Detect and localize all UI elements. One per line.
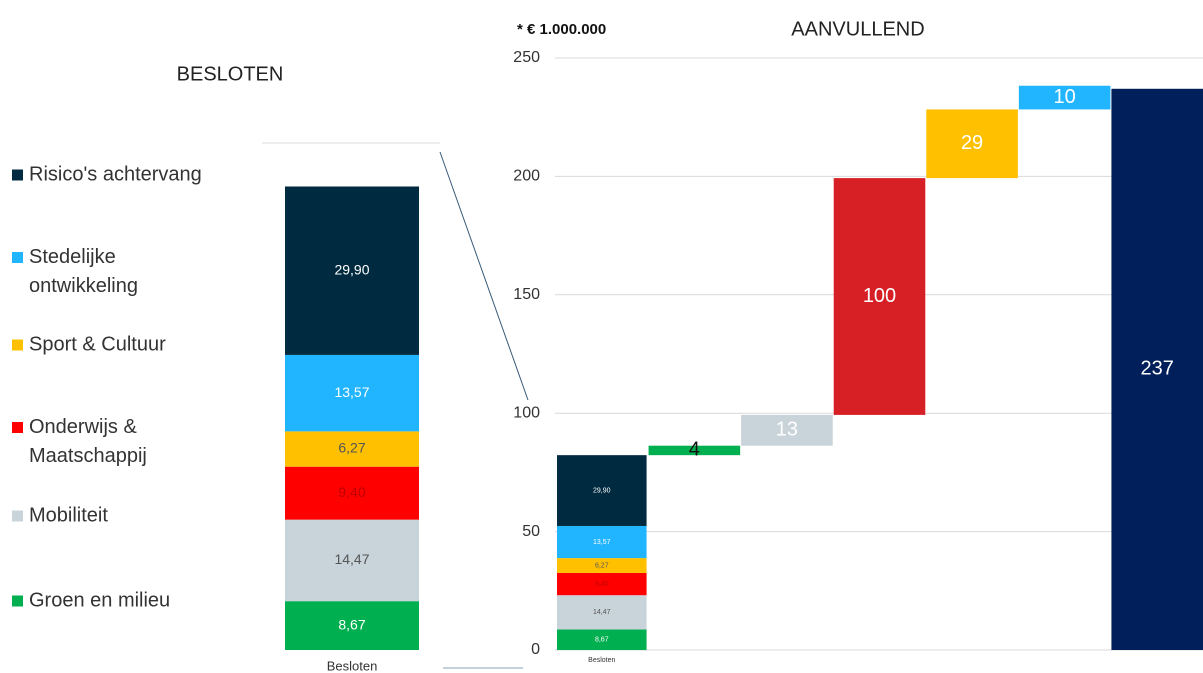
value-label: 9,40: [595, 581, 609, 588]
bar-segment: [285, 186, 419, 355]
legend-item: Risico's achtervang: [12, 161, 227, 190]
value-label: 4: [689, 439, 700, 461]
legend-swatch: [12, 339, 23, 351]
value-label: 8,67: [595, 637, 609, 644]
legend-label: Groen en milieu: [29, 589, 171, 612]
value-label: 13,57: [593, 539, 611, 546]
value-label: 10: [1054, 86, 1076, 108]
legend-item: Groen en milieu: [12, 587, 227, 616]
legend-swatch: [12, 169, 23, 181]
value-label: 13,57: [334, 384, 369, 400]
value-label: 9,40: [338, 484, 365, 500]
legend-item: Sport & Cultuur: [12, 331, 227, 360]
legend-swatch: [12, 595, 23, 607]
y-tick-label: 150: [513, 286, 540, 303]
x-tick-label: Besloten: [588, 657, 615, 664]
bar-segment: [557, 629, 647, 650]
unit-note: * € 1.000.000: [517, 21, 606, 38]
value-label: 14,47: [593, 609, 611, 616]
y-tick-label: 100: [513, 404, 540, 421]
value-label: 8,67: [338, 616, 365, 632]
connector: [439, 151, 529, 401]
waterfall-bar: [833, 178, 926, 415]
legend-label: Stedelijke ontwikkeling: [29, 246, 138, 297]
legend-swatch: [12, 510, 23, 522]
bar-segment: [557, 595, 647, 630]
value-label: 100: [863, 285, 896, 307]
waterfall-bar: [741, 414, 833, 446]
legend-label: Risico's achtervang: [29, 163, 202, 186]
value-label: 13: [776, 419, 798, 441]
waterfall-bar: [926, 109, 1018, 179]
legend-swatch: [12, 252, 23, 263]
legend-swatch: [12, 422, 23, 433]
bar-segment: [557, 525, 647, 559]
total-bar: [1111, 88, 1203, 650]
y-tick-label: 0: [531, 641, 540, 658]
legend-item: Stedelijke ontwikkeling: [12, 243, 227, 301]
bar-segment: [557, 558, 647, 573]
value-label: 237: [1141, 358, 1174, 380]
x-tick-label: Besloten: [327, 658, 378, 673]
value-label: 14,47: [334, 551, 369, 567]
bar-segment: [285, 354, 419, 432]
legend-label: Onderwijs & Maatschappij: [29, 416, 147, 467]
bar-segment: [285, 466, 419, 520]
value-label: 6,27: [595, 562, 609, 569]
bar-segment: [285, 431, 419, 467]
legend-label: Sport & Cultuur: [29, 333, 166, 356]
bar-segment: [557, 572, 647, 596]
value-label: 29,90: [593, 487, 611, 494]
bar-segment: [285, 601, 419, 650]
legend-label: Mobiliteit: [29, 504, 108, 527]
left-title: BESLOTEN: [177, 63, 284, 85]
bar-segment: [285, 519, 419, 602]
waterfall-bar: [648, 445, 741, 456]
bar-segment: [557, 455, 647, 526]
value-label: 6,27: [338, 440, 365, 456]
legend-item: Onderwijs & Maatschappij: [12, 413, 227, 471]
y-tick-label: 250: [513, 49, 540, 66]
value-label: 29,90: [334, 261, 369, 277]
y-tick-label: 50: [522, 523, 540, 540]
waterfall-bar: [1018, 85, 1111, 110]
legend-item: Mobiliteit: [12, 502, 227, 531]
y-tick-label: 200: [513, 168, 540, 185]
value-label: 29: [961, 132, 983, 154]
right-title: AANVULLEND: [791, 18, 924, 40]
